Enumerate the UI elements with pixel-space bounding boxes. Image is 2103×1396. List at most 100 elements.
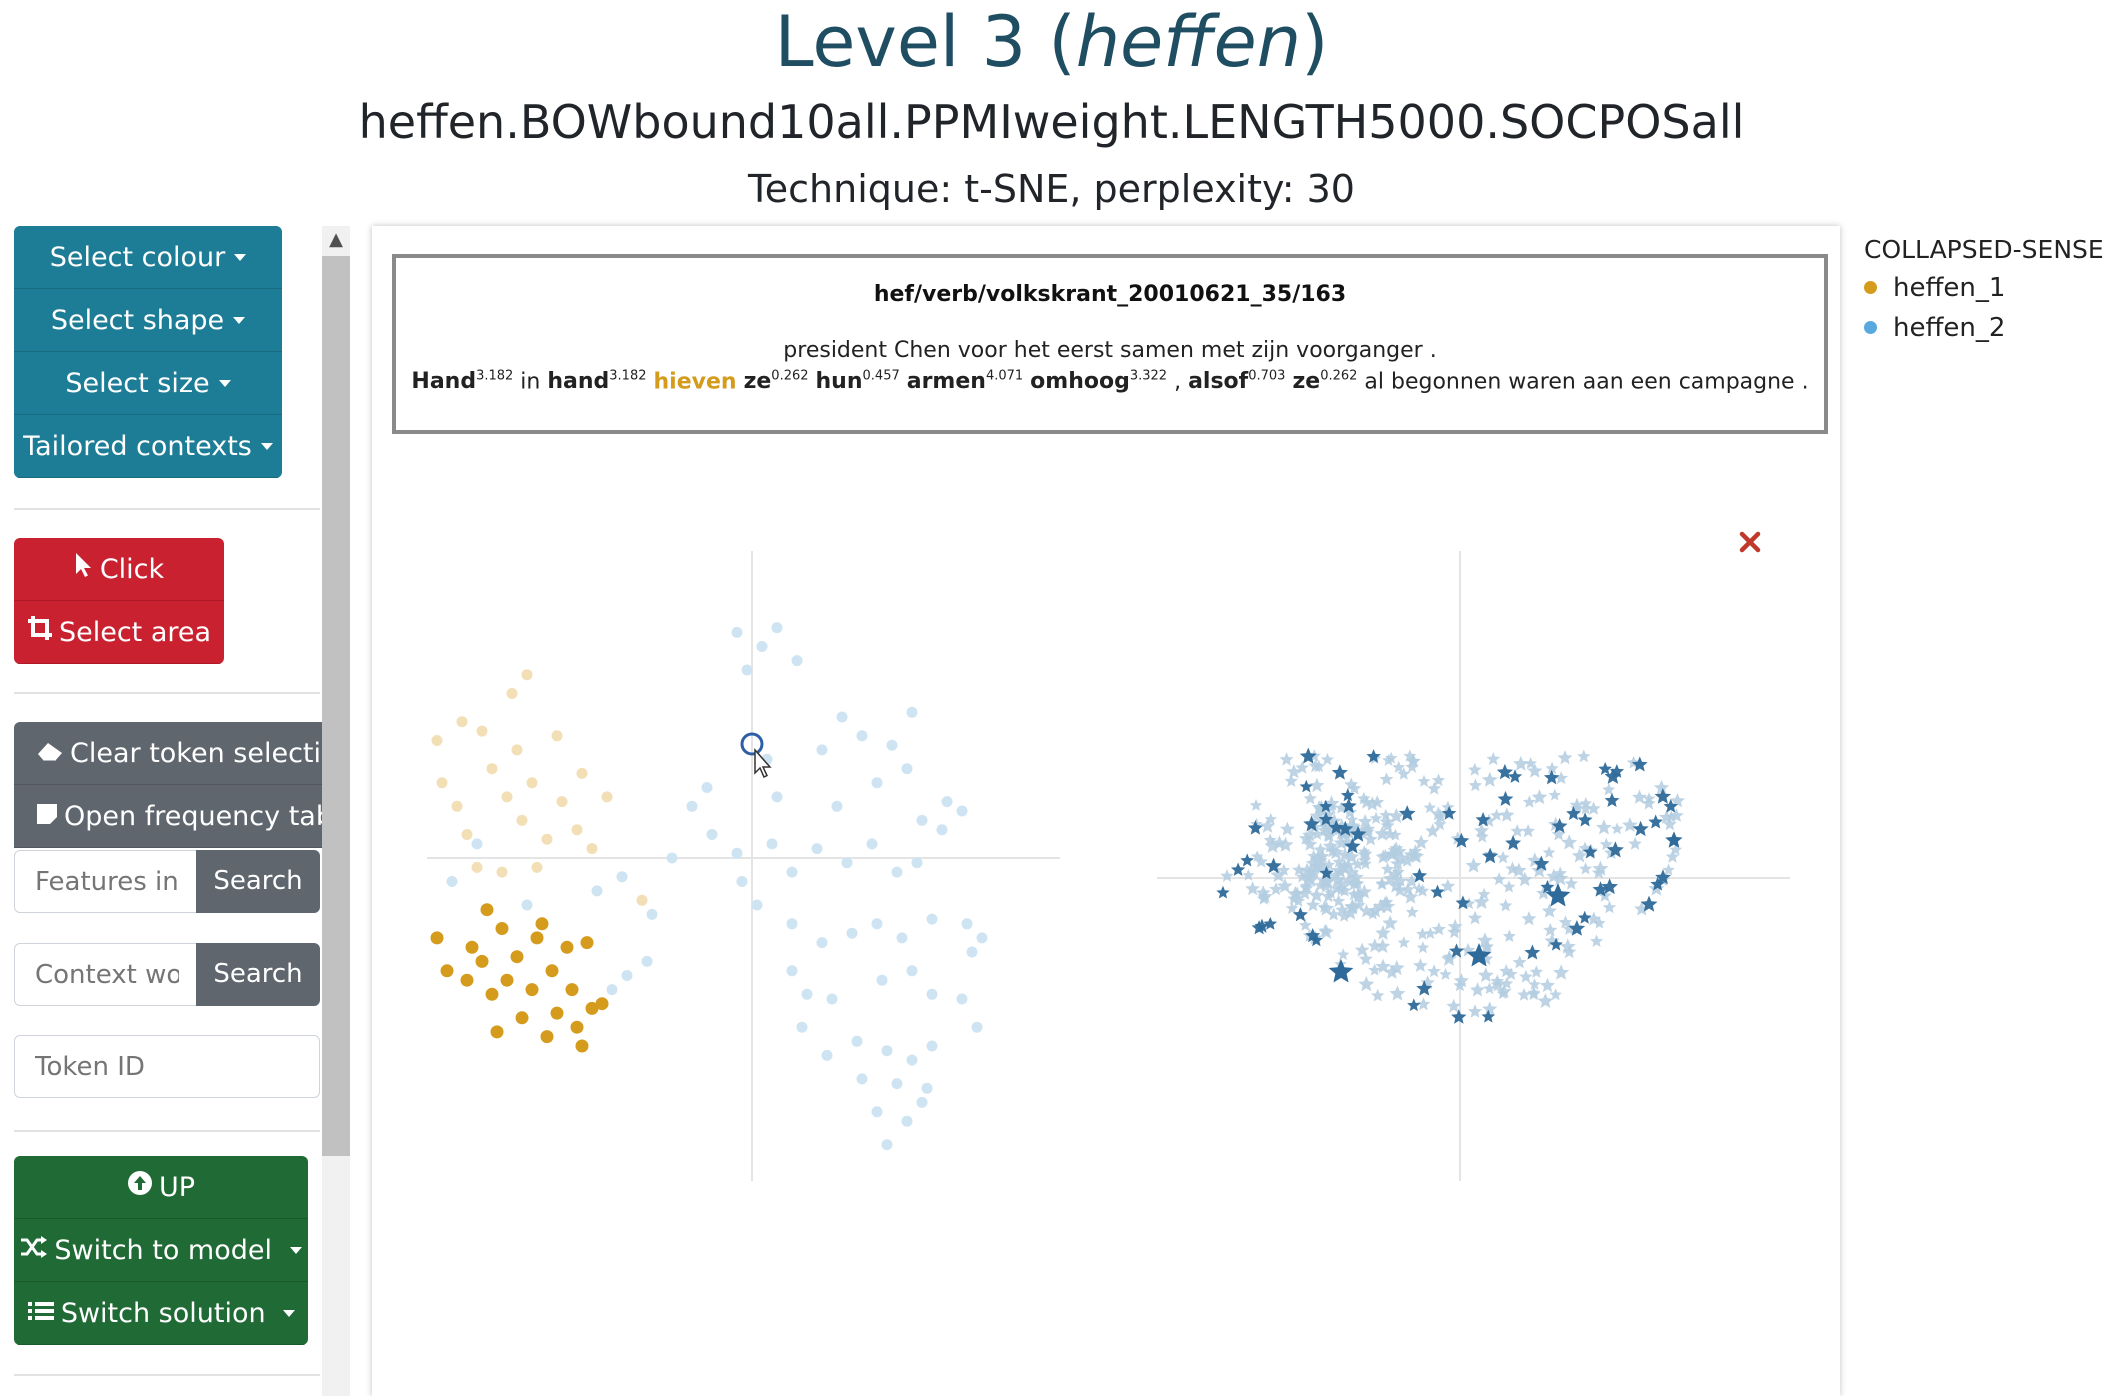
heffen-1-point[interactable]	[571, 824, 583, 836]
star-point-dark[interactable]	[1411, 867, 1428, 883]
heffen-2-point[interactable]	[816, 744, 828, 756]
star-point-dark[interactable]	[1398, 805, 1416, 821]
star-point-light[interactable]	[1669, 843, 1683, 856]
heffen-2-point[interactable]	[736, 876, 748, 887]
star-point-light[interactable]	[1302, 836, 1318, 851]
heffen-2-point[interactable]	[881, 1139, 893, 1151]
star-point-light[interactable]	[1220, 869, 1234, 882]
star-point-dark[interactable]	[1216, 885, 1230, 899]
heffen-2-point[interactable]	[871, 918, 883, 930]
star-point-dark[interactable]	[1507, 769, 1523, 783]
star-point-light[interactable]	[1496, 850, 1510, 864]
star-point-dark[interactable]	[1475, 812, 1491, 827]
star-point-light[interactable]	[1470, 982, 1485, 997]
star-point-dark[interactable]	[1247, 820, 1263, 835]
star-point-light[interactable]	[1662, 863, 1675, 876]
heffen-2-point[interactable]	[906, 1054, 918, 1066]
star-point-light[interactable]	[1543, 922, 1558, 937]
star-point-light[interactable]	[1342, 905, 1359, 920]
star-point-dark[interactable]	[1340, 797, 1357, 813]
star-point-dark[interactable]	[1263, 916, 1278, 930]
star-point-light[interactable]	[1528, 978, 1541, 990]
star-point-light[interactable]	[1375, 878, 1389, 890]
scroll-thumb[interactable]	[322, 256, 350, 1156]
heffen-2-point[interactable]	[961, 918, 973, 930]
heffen-1-point[interactable]	[486, 763, 498, 775]
heffen-1-point[interactable]	[436, 777, 448, 789]
star-point-light[interactable]	[1406, 753, 1421, 768]
legend-item[interactable]: heffen_2	[1864, 308, 2103, 348]
heffen-1-point[interactable]	[576, 767, 588, 779]
heffen-1-point-highlighted[interactable]	[500, 973, 514, 987]
star-point-light[interactable]	[1577, 749, 1591, 763]
heffen-1-point-highlighted[interactable]	[540, 1030, 554, 1044]
heffen-2-point[interactable]	[901, 763, 913, 775]
star-point-light[interactable]	[1659, 809, 1674, 824]
star-point-light[interactable]	[1344, 777, 1359, 791]
star-point-light[interactable]	[1653, 779, 1670, 795]
star-point-light[interactable]	[1553, 964, 1570, 980]
star-point-light[interactable]	[1510, 824, 1524, 837]
heffen-1-point-highlighted[interactable]	[510, 950, 524, 964]
star-point-light[interactable]	[1328, 868, 1342, 882]
star-point-light[interactable]	[1375, 925, 1391, 940]
star-point-light[interactable]	[1512, 955, 1527, 969]
star-point-light[interactable]	[1249, 798, 1263, 811]
star-point-light[interactable]	[1526, 987, 1541, 1001]
star-point-light[interactable]	[1245, 881, 1260, 896]
heffen-1-point[interactable]	[496, 866, 508, 878]
star-point-light[interactable]	[1486, 752, 1501, 766]
star-point-light[interactable]	[1504, 967, 1518, 980]
star-point-light[interactable]	[1416, 941, 1430, 954]
star-point-light[interactable]	[1388, 807, 1405, 824]
star-point-light[interactable]	[1319, 820, 1335, 835]
star-point-light[interactable]	[1309, 808, 1325, 823]
star-point-light[interactable]	[1482, 1001, 1498, 1016]
star-point-light[interactable]	[1384, 751, 1398, 764]
heffen-2-point[interactable]	[846, 927, 858, 939]
context-words-input[interactable]	[14, 943, 200, 1006]
star-point-light[interactable]	[1593, 916, 1606, 929]
heffen-1-point-highlighted[interactable]	[565, 983, 579, 997]
star-point-light[interactable]	[1340, 834, 1356, 849]
star-point-light[interactable]	[1498, 898, 1513, 912]
star-point-light[interactable]	[1521, 911, 1537, 926]
star-point-dark[interactable]	[1319, 799, 1333, 813]
star-point-dark[interactable]	[1340, 788, 1355, 802]
star-point-dark[interactable]	[1481, 1009, 1496, 1023]
star-point-light[interactable]	[1551, 827, 1566, 841]
heffen-2-point[interactable]	[591, 885, 603, 897]
star-point-light[interactable]	[1357, 813, 1373, 829]
heffen-2-point[interactable]	[926, 1040, 938, 1052]
heffen-2-point[interactable]	[816, 937, 828, 949]
star-point-light[interactable]	[1334, 865, 1348, 878]
star-point-light[interactable]	[1548, 788, 1562, 801]
star-point-light[interactable]	[1264, 837, 1281, 853]
star-point-light[interactable]	[1279, 752, 1294, 766]
star-point-light[interactable]	[1417, 774, 1431, 787]
heffen-1-point-highlighted[interactable]	[560, 940, 574, 954]
star-point-dark[interactable]	[1543, 769, 1560, 785]
star-point-light[interactable]	[1416, 997, 1431, 1011]
star-point-dark[interactable]	[1366, 749, 1381, 763]
star-point-light[interactable]	[1326, 907, 1341, 921]
star-point-light[interactable]	[1388, 960, 1405, 976]
heffen-2-point[interactable]	[976, 932, 988, 944]
star-point-light[interactable]	[1561, 834, 1578, 850]
heffen-2-point[interactable]	[956, 993, 968, 1005]
star-point-light[interactable]	[1553, 866, 1567, 880]
star-point-light[interactable]	[1314, 878, 1327, 891]
click-mode-button[interactable]: Click	[14, 538, 224, 601]
star-point-light[interactable]	[1549, 988, 1562, 1001]
open-frequency-table-button[interactable]: Open frequency table	[14, 785, 322, 848]
heffen-1-point-highlighted[interactable]	[460, 973, 474, 987]
star-point-light[interactable]	[1374, 825, 1391, 841]
heffen-1-point-highlighted[interactable]	[545, 964, 559, 978]
star-point-light[interactable]	[1291, 894, 1306, 907]
star-point-light[interactable]	[1295, 870, 1309, 883]
switch-model-button[interactable]: Switch to model	[14, 1219, 308, 1282]
heffen-2-point[interactable]	[646, 908, 658, 920]
heffen-1-point-highlighted[interactable]	[480, 903, 494, 917]
star-point-light[interactable]	[1345, 818, 1361, 833]
star-point-dark[interactable]	[1650, 876, 1665, 891]
